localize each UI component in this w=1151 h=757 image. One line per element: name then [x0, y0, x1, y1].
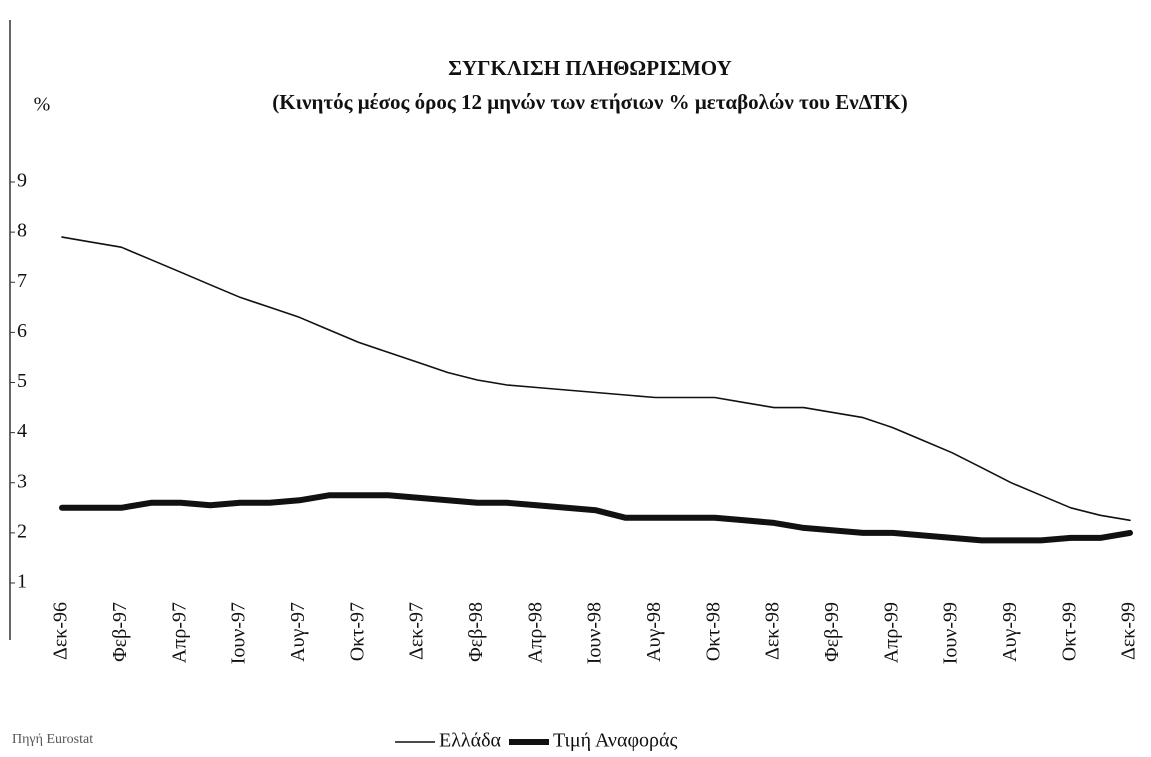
- x-tick-label: Ιουν-97: [228, 602, 250, 664]
- x-tick-label: Φεβ-98: [465, 602, 487, 662]
- x-tick-label: Δεκ-99: [1118, 602, 1140, 660]
- y-tick-label: 8: [17, 220, 27, 242]
- x-tick-label: Οκτ-97: [346, 602, 368, 661]
- y-tick-label: 7: [17, 270, 27, 292]
- x-tick-label: Φεβ-99: [821, 602, 843, 662]
- x-tick-label: Φεβ-97: [109, 602, 131, 662]
- x-tick-label: Δεκ-97: [406, 602, 428, 660]
- y-axis-label: %: [34, 94, 51, 116]
- legend-label: Ελλάδα: [439, 730, 502, 752]
- x-tick-label: Απρ-97: [168, 602, 190, 663]
- x-tick-label: Οκτ-98: [702, 602, 724, 661]
- x-tick-label: Δεκ-98: [762, 602, 784, 660]
- x-tick-label: Αυγ-97: [287, 602, 309, 662]
- y-tick-label: 6: [17, 320, 27, 342]
- chart-subtitle: (Κινητός μέσος όρος 12 μηνών των ετήσιων…: [272, 90, 907, 114]
- x-tick-label: Δεκ-96: [50, 602, 72, 660]
- legend-label: Τιμή Αναφοράς: [553, 730, 677, 752]
- y-tick-label: 1: [17, 571, 27, 593]
- x-tick-label: Αυγ-98: [643, 602, 665, 662]
- chart-title: ΣΥΓΚΛΙΣΗ ΠΛΗΘΩΡΙΣΜΟΥ: [448, 56, 732, 80]
- source: Πηγή Eurostat: [12, 732, 93, 747]
- y-tick-label: 2: [17, 520, 27, 542]
- series-line: [61, 236, 1131, 522]
- y-tick-label: 5: [17, 370, 27, 392]
- x-tick-label: Ιουν-98: [584, 602, 606, 664]
- x-tick-label: Απρ-99: [880, 602, 902, 663]
- x-tick-label: Απρ-98: [524, 602, 546, 663]
- x-tick-label: Οκτ-99: [1058, 602, 1080, 661]
- x-tick-label: Αυγ-99: [999, 602, 1021, 662]
- y-tick-label: 4: [17, 420, 27, 442]
- series-line: [59, 492, 1133, 544]
- y-tick-label: 9: [17, 170, 27, 192]
- y-tick-label: 3: [17, 470, 27, 492]
- x-tick-label: Ιουν-99: [940, 602, 962, 664]
